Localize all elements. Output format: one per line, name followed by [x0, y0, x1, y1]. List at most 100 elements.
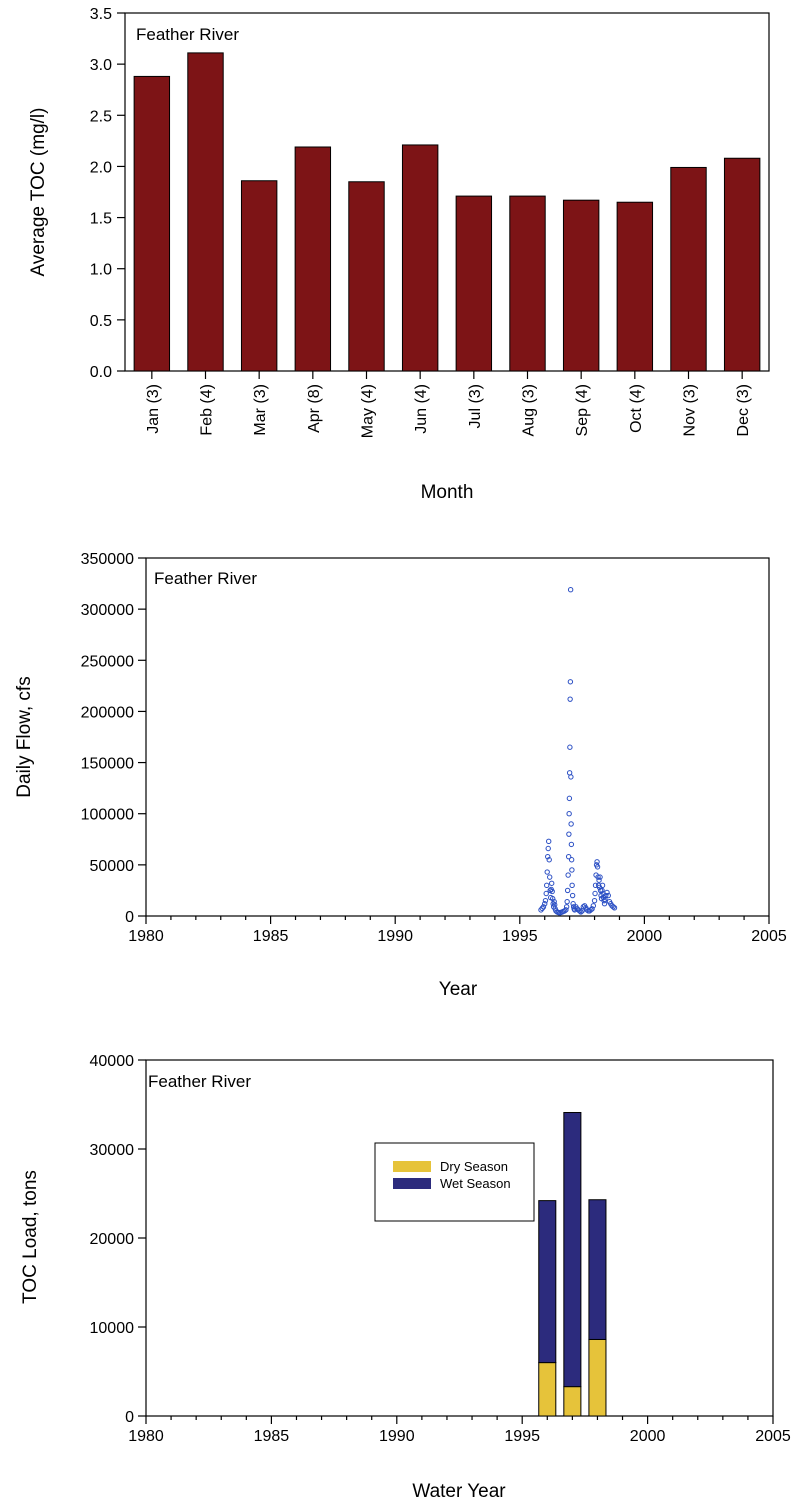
- data-point: [566, 811, 572, 817]
- data-point: [569, 867, 575, 873]
- data-point: [567, 696, 573, 702]
- data-point: [601, 897, 607, 904]
- bar: [562, 199, 600, 372]
- bar-dry-season: [563, 1386, 582, 1417]
- data-point: [567, 679, 574, 685]
- data-point: [588, 907, 594, 913]
- data-point: [595, 874, 601, 880]
- data-point: [563, 907, 569, 913]
- x-tick-label: Jul (3): [467, 384, 484, 428]
- x-tick-label: 1990: [377, 928, 413, 945]
- bar: [401, 144, 439, 372]
- y-axis-title: TOC Load, tons: [20, 1170, 41, 1304]
- x-axis-ticks: 1980 1985 1990 1995 2000 2005: [128, 1416, 791, 1445]
- bar-dry-season: [538, 1362, 557, 1417]
- bar: [294, 146, 332, 372]
- data-point: [547, 874, 553, 880]
- data-point: [597, 874, 603, 880]
- x-tick-label: Oct (4): [628, 384, 645, 433]
- y-tick-label: 0.5: [90, 313, 112, 330]
- data-point: [566, 795, 573, 802]
- data-point: [569, 892, 576, 899]
- data-point: [570, 901, 576, 907]
- x-tick-label: 1985: [253, 928, 289, 945]
- data-point: [545, 845, 551, 852]
- stacked-bar-series: [538, 1112, 607, 1417]
- data-point: [542, 901, 548, 907]
- legend: Dry Season Wet Season: [374, 1142, 535, 1222]
- data-point: [610, 904, 616, 910]
- plot-annotation: Feather River: [154, 569, 257, 588]
- y-tick-label: 0: [125, 1409, 134, 1426]
- y-tick-label: 350000: [81, 551, 134, 568]
- bar-wet-season: [538, 1200, 557, 1364]
- y-tick-label: 10000: [90, 1320, 135, 1337]
- y-tick-label: 0.0: [90, 364, 112, 381]
- plot-frame: [124, 12, 770, 372]
- y-tick-label: 50000: [90, 858, 135, 875]
- bar: [348, 181, 385, 372]
- data-point: [590, 903, 597, 909]
- x-tick-label: Aug (3): [521, 384, 538, 436]
- bar: [723, 157, 761, 372]
- data-point: [568, 841, 575, 848]
- data-point: [578, 909, 584, 915]
- data-point: [580, 904, 587, 910]
- legend-label-dry-season: Dry Season: [440, 1159, 508, 1174]
- y-axis-ticks: 0.0 0.5 1.0 1.5 2.0 2.5 3.0 3.5: [90, 6, 125, 381]
- x-tick-label: 2000: [630, 1428, 666, 1445]
- y-tick-label: 2.5: [90, 108, 112, 125]
- x-tick-label: 2005: [755, 1428, 791, 1445]
- bar: [133, 75, 171, 372]
- data-point: [568, 821, 574, 827]
- chart-daily-flow: Feather River Daily Flow, cfs Year 0 5000…: [14, 551, 787, 1000]
- data-point: [544, 882, 550, 889]
- data-point: [546, 857, 552, 863]
- y-tick-label: 1.0: [90, 262, 112, 279]
- data-point: [596, 877, 602, 883]
- x-tick-label: Dec (3): [735, 384, 752, 436]
- bar: [670, 166, 707, 372]
- data-point: [568, 774, 574, 780]
- y-tick-label: 2.0: [90, 159, 112, 176]
- data-point: [599, 882, 606, 889]
- x-tick-label: Nov (3): [682, 384, 699, 436]
- bar-wet-season: [563, 1112, 582, 1388]
- y-tick-label: 30000: [90, 1142, 135, 1159]
- data-point: [544, 869, 550, 875]
- x-tick-label: Jun (4): [413, 384, 430, 434]
- x-tick-label: 1995: [502, 928, 538, 945]
- y-tick-label: 250000: [81, 653, 134, 670]
- data-point: [551, 898, 557, 905]
- x-tick-label: 1990: [379, 1428, 415, 1445]
- data-point: [567, 744, 573, 750]
- y-axis-ticks: 0 50000 100000 150000 200000 250000 300000 3500…: [81, 551, 146, 926]
- legend-label-wet-season: Wet Season: [440, 1176, 511, 1191]
- x-axis-tick-labels: Jan (3) Feb (4) Mar (3) Apr (8) May (4) Jun (…: [145, 371, 752, 438]
- data-point: [569, 882, 575, 889]
- plot-frame: [145, 1059, 774, 1417]
- chart-toc-load: Feather River TOC Load, tons Water Year …: [20, 1053, 791, 1502]
- x-axis-title: Water Year: [412, 1481, 506, 1502]
- data-point: [548, 880, 555, 886]
- data-point: [549, 888, 555, 895]
- x-tick-label: Mar (3): [252, 384, 269, 436]
- bar: [509, 195, 546, 372]
- data-point: [563, 904, 570, 910]
- plot-annotation: Feather River: [148, 1072, 251, 1091]
- x-tick-label: Jan (3): [145, 384, 162, 434]
- data-point: [543, 890, 549, 897]
- data-point: [594, 859, 600, 865]
- y-tick-label: 300000: [81, 602, 134, 619]
- legend-swatch-wet-season: [393, 1178, 431, 1189]
- data-point: [599, 887, 605, 894]
- data-point: [571, 907, 578, 913]
- bar-dry-season: [588, 1338, 607, 1417]
- bar-wet-season: [588, 1199, 607, 1340]
- bar: [616, 201, 654, 372]
- y-tick-label: 200000: [81, 704, 134, 721]
- data-point: [542, 897, 549, 904]
- data-point: [566, 831, 572, 837]
- data-point: [540, 904, 547, 910]
- data-point: [565, 872, 571, 878]
